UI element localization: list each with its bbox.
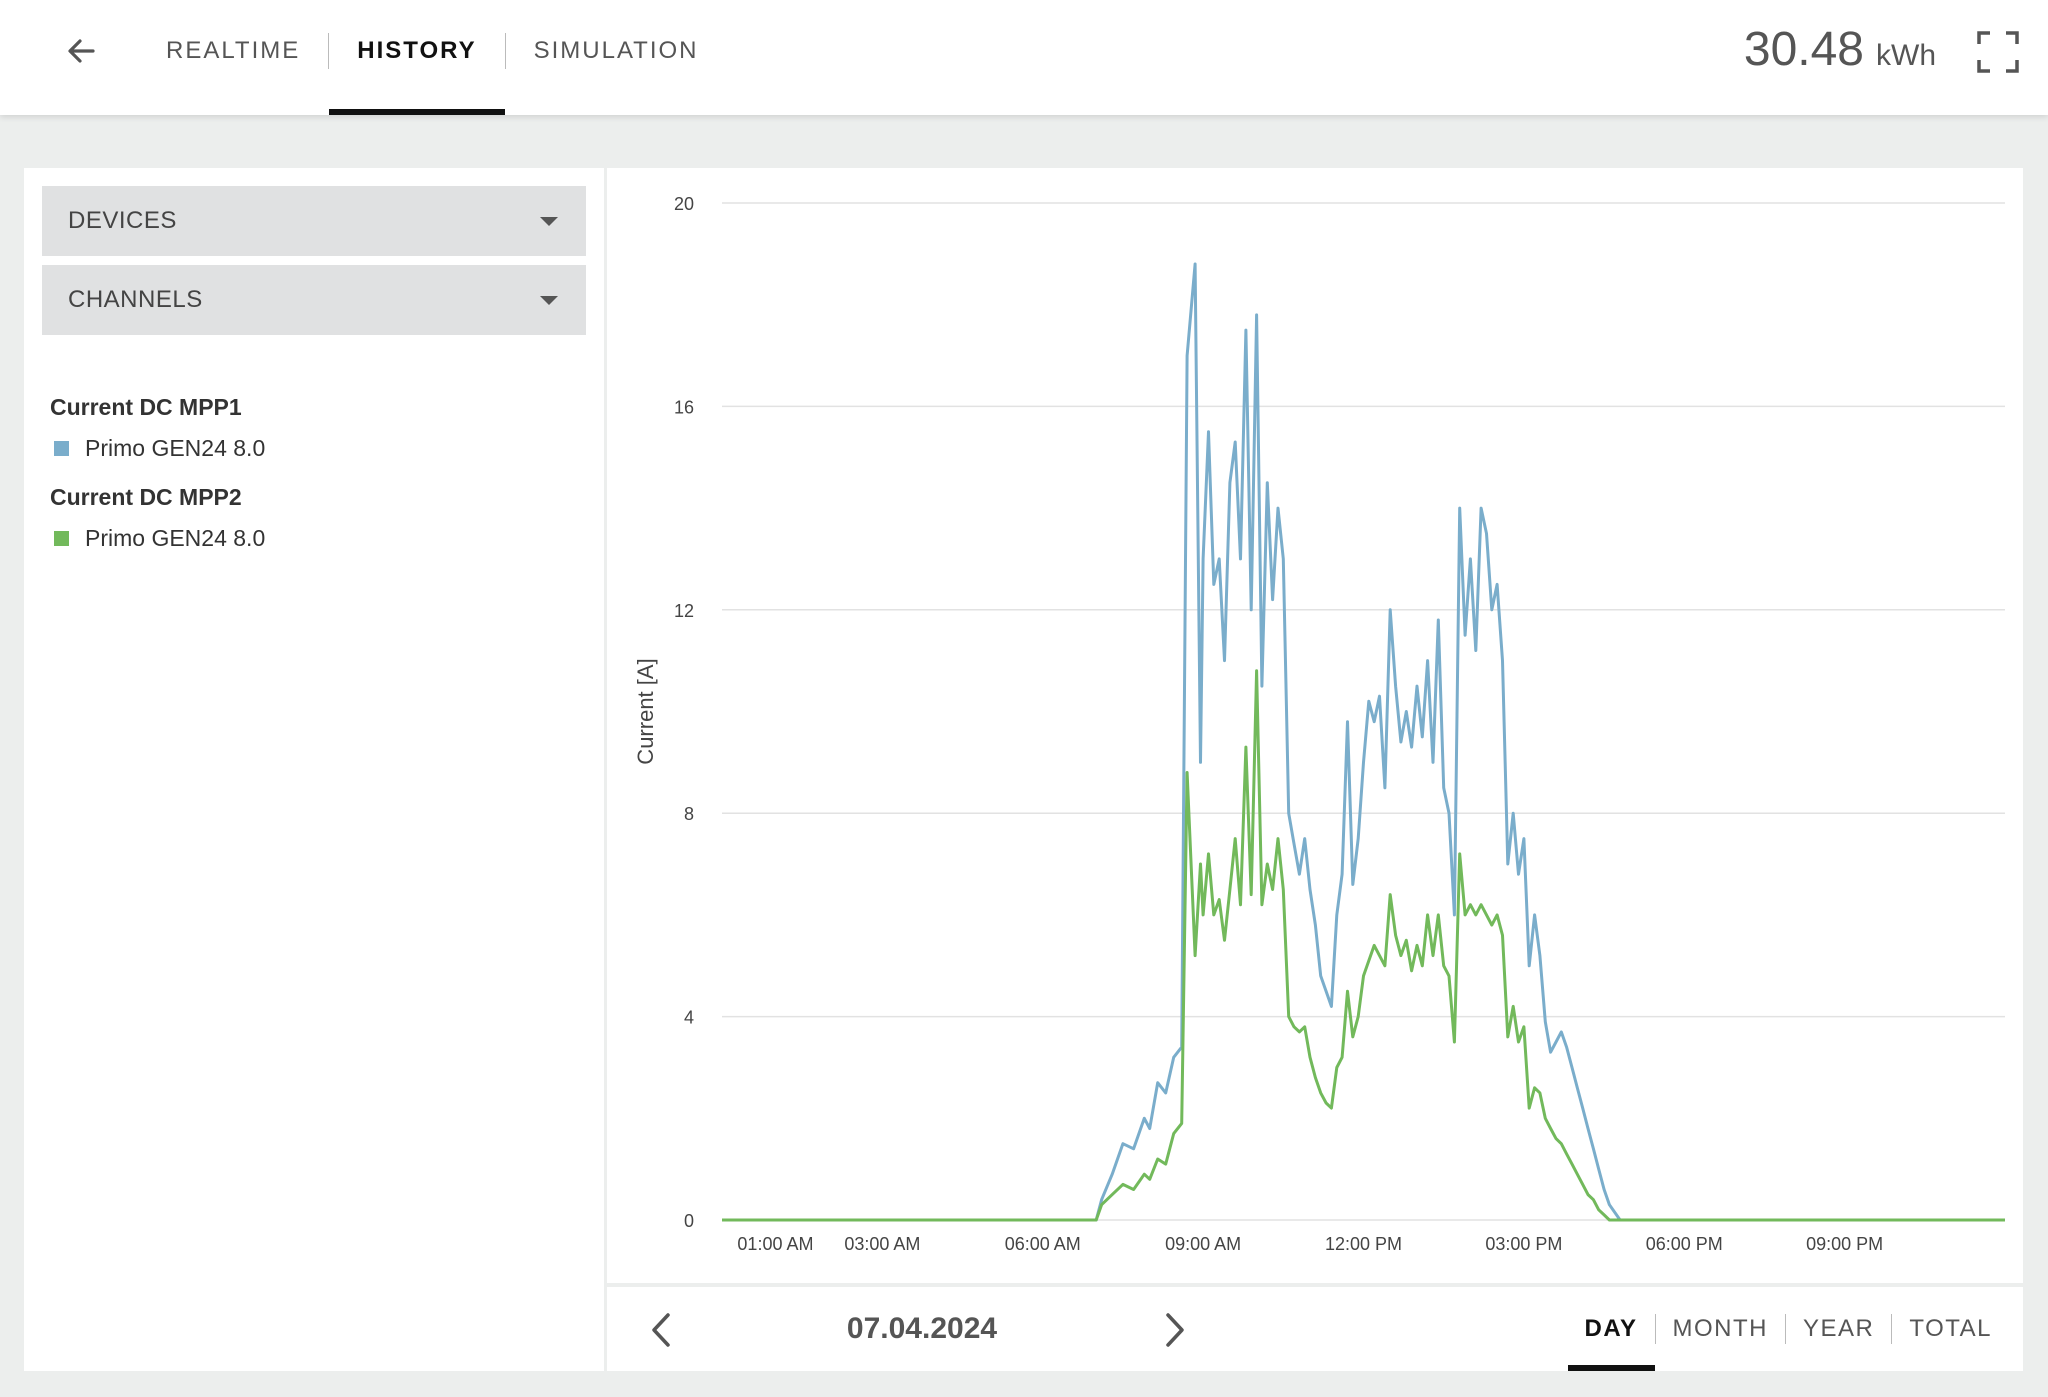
fullscreen-button[interactable] bbox=[1976, 30, 2020, 74]
back-button[interactable] bbox=[56, 26, 106, 76]
channels-dropdown-label: CHANNELS bbox=[68, 286, 203, 313]
devices-dropdown-label: DEVICES bbox=[68, 207, 177, 234]
x-tick-label: 03:00 PM bbox=[1485, 1234, 1562, 1254]
legend-group-mpp2: Current DC MPP2 Primo GEN24 8.0 bbox=[50, 484, 265, 552]
tab-divider bbox=[504, 32, 506, 69]
period-divider bbox=[1891, 1314, 1893, 1344]
series-line-mpp1 bbox=[722, 262, 2005, 1222]
chevron-left-icon bbox=[652, 1313, 670, 1347]
current-line-chart: 0 4 8 12 16 20 01:00 AM 03:00 AM 06:00 AM 09:00 A… bbox=[633, 194, 2005, 1254]
energy-total: 30.48 kWh bbox=[1744, 22, 1936, 77]
period-tabs: DAY MONTH YEAR TOTAL bbox=[1567, 1287, 2009, 1371]
fullscreen-icon bbox=[1977, 31, 2019, 73]
filter-panel: DEVICES CHANNELS Current DC MPP1 Primo G… bbox=[24, 168, 604, 1371]
x-tick-label: 03:00 AM bbox=[844, 1234, 920, 1254]
tab-divider bbox=[328, 32, 330, 69]
legend-group-mpp1: Current DC MPP1 Primo GEN24 8.0 bbox=[50, 394, 265, 462]
legend-item-label: Primo GEN24 8.0 bbox=[85, 435, 266, 461]
caret-down-icon bbox=[540, 295, 558, 305]
y-tick-label: 4 bbox=[684, 1008, 694, 1028]
tab-simulation[interactable]: SIMULATION bbox=[533, 36, 699, 64]
x-tick-label: 09:00 PM bbox=[1806, 1234, 1883, 1254]
energy-unit: kWh bbox=[1876, 39, 1936, 72]
tab-realtime[interactable]: REALTIME bbox=[166, 36, 301, 64]
arrow-left-icon bbox=[68, 39, 95, 63]
period-tab-year[interactable]: YEAR bbox=[1803, 1315, 1875, 1342]
next-date-button[interactable] bbox=[1153, 1305, 1197, 1355]
legend-swatch-blue bbox=[54, 441, 69, 456]
devices-dropdown[interactable]: DEVICES bbox=[42, 186, 586, 256]
chart-legend: Current DC MPP1 Primo GEN24 8.0 Current … bbox=[50, 394, 265, 574]
legend-item-label: Primo GEN24 8.0 bbox=[85, 525, 266, 551]
period-tab-month[interactable]: MONTH bbox=[1672, 1315, 1768, 1342]
top-bar: REALTIME HISTORY SIMULATION 30.48 kWh bbox=[0, 0, 2048, 115]
x-tick-label: 12:00 PM bbox=[1325, 1234, 1402, 1254]
energy-value: 30.48 bbox=[1743, 23, 1864, 76]
legend-item-mpp2[interactable]: Primo GEN24 8.0 bbox=[50, 525, 265, 552]
x-tick-label: 06:00 PM bbox=[1646, 1234, 1723, 1254]
caret-down-icon bbox=[540, 216, 558, 226]
legend-title-mpp2: Current DC MPP2 bbox=[50, 484, 242, 510]
view-tabs: REALTIME HISTORY SIMULATION bbox=[138, 0, 727, 115]
y-tick-label: 20 bbox=[674, 194, 694, 214]
tab-history[interactable]: HISTORY bbox=[329, 0, 505, 115]
chevron-right-icon bbox=[1166, 1313, 1184, 1347]
legend-swatch-green bbox=[54, 531, 69, 546]
period-divider bbox=[1654, 1314, 1656, 1344]
series-line-mpp2 bbox=[722, 669, 2005, 1222]
y-tick-label: 8 bbox=[684, 804, 694, 824]
y-tick-label: 0 bbox=[684, 1211, 694, 1231]
previous-date-button[interactable] bbox=[639, 1305, 683, 1355]
legend-title-mpp1: Current DC MPP1 bbox=[50, 394, 242, 420]
period-tab-day[interactable]: DAY bbox=[1567, 1287, 1655, 1371]
y-tick-label: 12 bbox=[674, 601, 694, 621]
x-tick-label: 09:00 AM bbox=[1165, 1234, 1241, 1254]
date-navigation-bar: 07.04.2024 DAY MONTH YEAR TOTAL bbox=[607, 1287, 2023, 1371]
x-tick-label: 01:00 AM bbox=[737, 1234, 813, 1254]
period-tab-total[interactable]: TOTAL bbox=[1909, 1315, 1992, 1342]
channels-dropdown[interactable]: CHANNELS bbox=[42, 265, 586, 335]
period-divider bbox=[1785, 1314, 1786, 1344]
y-tick-label: 16 bbox=[674, 397, 694, 417]
y-axis-label: Current [A] bbox=[633, 658, 658, 764]
legend-item-mpp1[interactable]: Primo GEN24 8.0 bbox=[50, 435, 265, 462]
x-tick-label: 06:00 AM bbox=[1005, 1234, 1081, 1254]
selected-date[interactable]: 07.04.2024 bbox=[846, 1312, 998, 1345]
chart-panel: 0 4 8 12 16 20 01:00 AM 03:00 AM 06:00 AM 09:00 A… bbox=[607, 168, 2023, 1283]
